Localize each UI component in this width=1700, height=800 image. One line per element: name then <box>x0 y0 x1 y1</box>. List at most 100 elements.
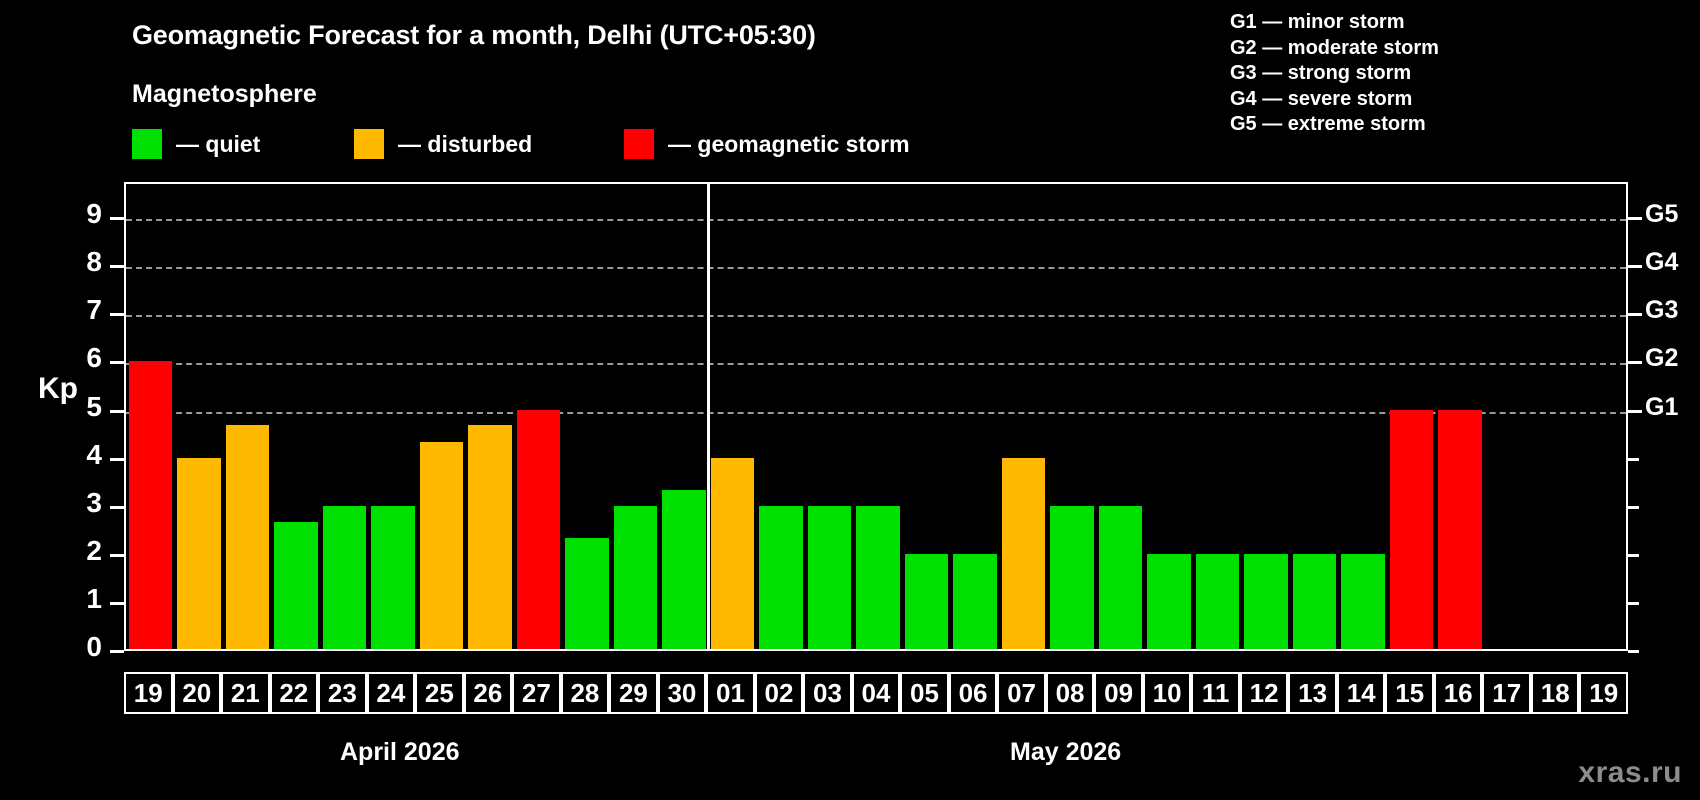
legend-entry-label: — quiet <box>176 130 261 157</box>
day-axis-label: 04 <box>851 672 901 714</box>
legend-entry-label: — disturbed <box>398 130 533 157</box>
month-label: April 2026 <box>340 738 460 766</box>
chart-bar <box>419 441 464 649</box>
day-axis-label: 19 <box>124 672 173 714</box>
chart-bar <box>468 425 512 649</box>
day-axis-label: 01 <box>706 672 755 714</box>
day-axis-label: 21 <box>221 672 270 714</box>
y-axis-tick-mark <box>110 361 124 365</box>
y-axis-tick-label: 9 <box>86 198 102 230</box>
chart-bar <box>1438 409 1482 649</box>
gscale-legend-row: G3 — strong storm <box>1230 62 1412 84</box>
y-axis-tick-label: 6 <box>86 342 102 374</box>
g-axis-minor-tick-mark <box>1628 457 1639 461</box>
chart-bar <box>807 505 852 649</box>
month-divider <box>707 184 711 649</box>
day-axis-label: 06 <box>948 672 998 714</box>
legend-entry: — quiet <box>132 127 260 161</box>
g-axis-tick-label: G3 <box>1645 296 1679 325</box>
page-title: Geomagnetic Forecast for a month, Delhi … <box>132 20 816 50</box>
y-axis-title: Kp <box>38 372 78 405</box>
g-axis-tick-mark <box>1628 361 1642 365</box>
y-axis-tick-label: 7 <box>86 294 102 326</box>
day-axis-label: 30 <box>657 672 707 714</box>
chart-bar <box>1147 553 1191 649</box>
y-axis-tick-label: 0 <box>86 631 102 662</box>
chart-bar <box>1292 553 1337 649</box>
legend-color-swatch-icon <box>354 129 384 159</box>
gscale-legend: G1 — minor storm G2 — moderate storm G3 — … <box>1230 10 1439 138</box>
legend-entry-label: — geomagnetic storm <box>668 130 910 157</box>
day-axis-label: 27 <box>512 672 561 714</box>
gridline <box>126 219 1626 222</box>
chart-bar <box>953 553 997 649</box>
chart-bar <box>710 457 755 649</box>
day-axis-label: 19 <box>1579 672 1628 714</box>
g-axis-tick-mark <box>1628 409 1642 413</box>
day-axis-label: 20 <box>172 672 222 714</box>
legend-entry: — disturbed <box>354 127 532 161</box>
chart-bar <box>565 537 609 649</box>
g-axis-tick-label: G4 <box>1645 248 1679 277</box>
chart-bar <box>759 505 803 649</box>
day-axis-label: 29 <box>609 672 658 714</box>
chart-bar <box>1050 505 1094 649</box>
g-axis-tick-label: G5 <box>1645 200 1679 229</box>
day-axis-label: 07 <box>997 672 1046 714</box>
y-axis-tick-label: 4 <box>86 438 102 470</box>
y-axis-tick-mark <box>110 457 124 461</box>
gscale-legend-row: G1 — minor storm <box>1230 11 1405 33</box>
chart-bar <box>856 505 900 649</box>
g-axis-tick-mark <box>1628 217 1642 221</box>
day-axis-label: 17 <box>1482 672 1531 714</box>
day-axis-label: 09 <box>1094 672 1143 714</box>
day-axis-label: 14 <box>1336 672 1386 714</box>
y-axis-tick-mark <box>110 553 124 557</box>
chart-bar <box>1195 553 1240 649</box>
gscale-legend-row: G2 — moderate storm <box>1230 36 1439 59</box>
chart-bars-container <box>126 184 1626 649</box>
chart-bar <box>516 409 561 649</box>
y-axis-tick-label: 3 <box>86 486 102 518</box>
chart-bar <box>128 361 173 649</box>
y-axis-tick-mark <box>110 505 124 509</box>
y-axis-tick-mark <box>110 265 124 269</box>
g-axis-minor-tick-mark <box>1628 553 1639 557</box>
g-axis-minor-tick-mark <box>1628 505 1639 509</box>
day-axis-label: 24 <box>366 672 416 714</box>
chart-bar <box>371 505 415 649</box>
y-axis-tick-mark <box>110 313 124 317</box>
chart-bar <box>225 425 270 649</box>
g-axis-tick-label: G2 <box>1645 344 1679 373</box>
y-axis-tick-mark <box>110 409 124 413</box>
day-axis-label: 22 <box>269 672 319 714</box>
y-axis-tick-label: 1 <box>86 582 102 614</box>
day-axis-label: 23 <box>318 672 367 714</box>
gscale-legend-row: G4 — severe storm <box>1230 87 1413 110</box>
day-axis-label: 12 <box>1239 672 1289 714</box>
chart-bar <box>1098 505 1143 649</box>
chart-bar <box>177 457 221 649</box>
gridline <box>126 267 1626 270</box>
chart-bar <box>1244 553 1288 649</box>
y-axis-tick-mark <box>110 601 124 605</box>
g-axis-minor-tick-mark <box>1628 601 1639 605</box>
day-axis-label: 02 <box>754 672 804 714</box>
gridline <box>126 315 1626 318</box>
y-axis-tick-mark <box>110 217 124 221</box>
day-axis-label: 11 <box>1191 672 1240 714</box>
day-axis-label: 13 <box>1288 672 1337 714</box>
y-axis-tick-label: 8 <box>86 246 102 278</box>
watermark: xras.ru <box>1578 756 1682 789</box>
gridline <box>126 363 1626 366</box>
chart-bar <box>274 521 318 649</box>
y-axis-tick-mark <box>110 650 124 653</box>
day-axis-label: 18 <box>1530 672 1580 714</box>
day-axis-label: 28 <box>560 672 610 714</box>
gridline <box>126 411 1626 414</box>
day-axis-label: 03 <box>803 672 852 714</box>
legend-color-swatch-icon <box>132 129 162 159</box>
legend-color-swatch-icon <box>624 129 654 159</box>
day-axis-label: 26 <box>463 672 513 714</box>
legend-entry: — geomagnetic storm <box>624 127 910 161</box>
